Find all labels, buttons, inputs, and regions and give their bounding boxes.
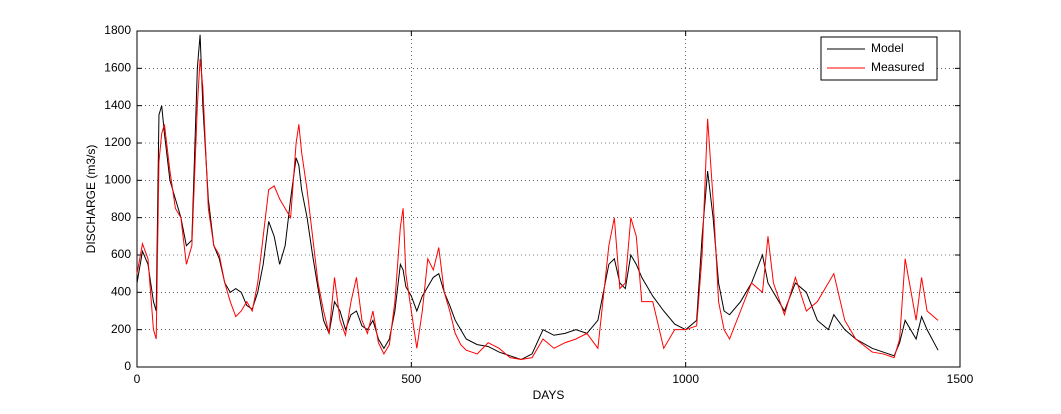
y-tick-label: 1000 xyxy=(104,173,131,187)
x-axis-label: DAYS xyxy=(533,388,565,402)
y-tick-label: 1600 xyxy=(104,61,131,75)
x-tick-label: 1500 xyxy=(947,372,974,386)
x-tick-label: 500 xyxy=(401,372,421,386)
y-tick-label: 600 xyxy=(111,247,131,261)
y-tick-label: 1400 xyxy=(104,98,131,112)
y-tick-label: 400 xyxy=(111,285,131,299)
plot-area xyxy=(137,31,960,367)
axes-box xyxy=(136,30,961,368)
legend-label: Measured xyxy=(871,60,924,74)
x-tick-label: 1000 xyxy=(672,372,699,386)
legend-box xyxy=(820,36,938,81)
legend-label: Model xyxy=(871,41,904,55)
y-tick-label: 1800 xyxy=(104,23,131,37)
y-tick-label: 800 xyxy=(111,210,131,224)
y-axis-label: DISCHARGE (m3/s) xyxy=(84,145,98,254)
line-series xyxy=(136,58,939,361)
x-tick-label: 0 xyxy=(134,372,141,386)
line-series xyxy=(136,34,939,361)
y-tick-label: 0 xyxy=(124,359,131,373)
y-tick-label: 1200 xyxy=(104,135,131,149)
y-tick-label: 200 xyxy=(111,322,131,336)
